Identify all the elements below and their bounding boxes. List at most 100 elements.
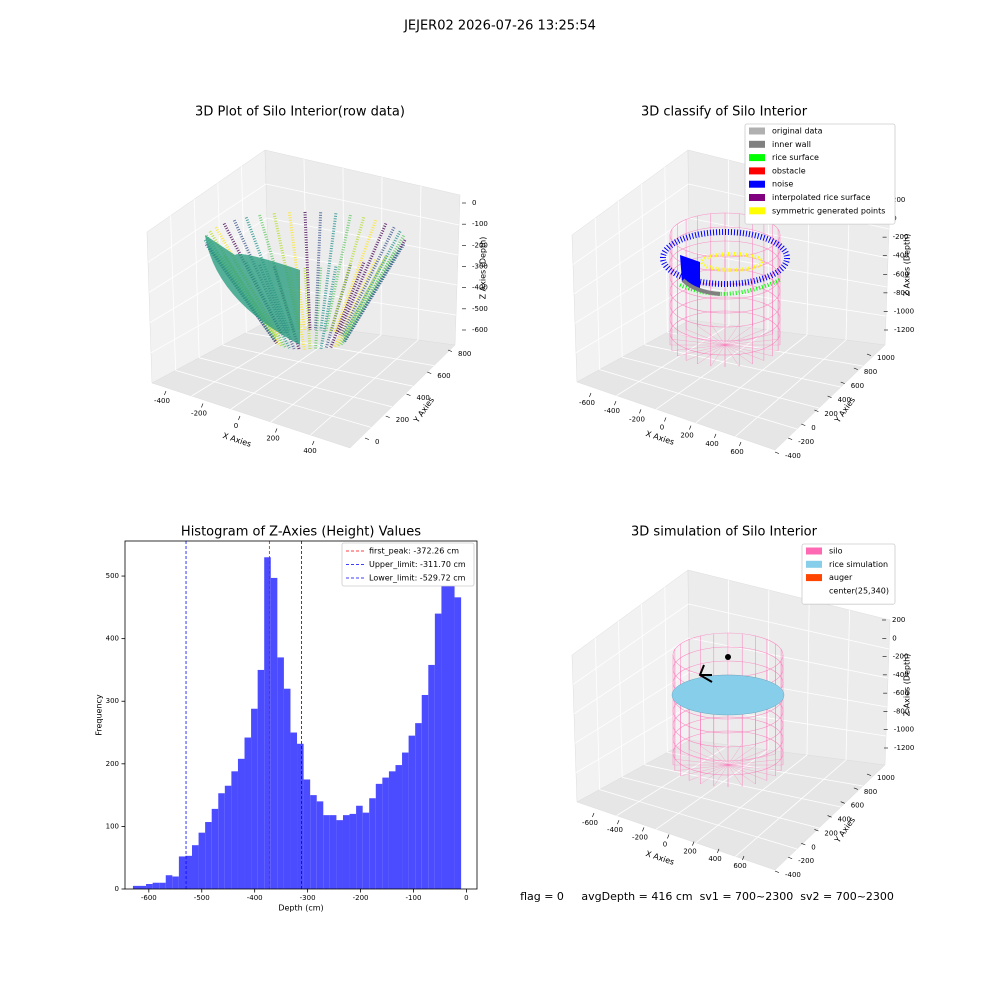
bar	[323, 815, 330, 889]
legend-swatch	[749, 180, 765, 188]
silo-wire	[677, 344, 726, 357]
silo-wire	[710, 344, 726, 367]
silo-wire	[700, 745, 729, 766]
grid-line	[735, 339, 847, 437]
bar	[264, 557, 271, 889]
z-axis-label: Z Axies (Depth)	[479, 237, 488, 300]
bar	[395, 765, 403, 889]
silo-wire	[724, 325, 753, 346]
bar	[178, 856, 186, 889]
grid-line	[664, 166, 668, 333]
axes-frame	[124, 540, 478, 890]
bar	[316, 801, 324, 889]
legend-label: original data	[772, 127, 823, 136]
y-tick-label: 0	[375, 438, 379, 446]
legend-swatch	[806, 587, 822, 595]
y-tick	[801, 423, 806, 426]
z-axis-label: Z Axies (Depth)	[903, 234, 912, 297]
grid-line	[616, 744, 730, 816]
decoration	[146, 149, 891, 871]
silo-wire	[724, 329, 764, 346]
silo-wire	[724, 344, 740, 367]
grid-line	[618, 200, 623, 358]
x-axis-label: X Axies	[645, 849, 676, 867]
grid-line	[664, 586, 668, 753]
x-tick-label: 600	[733, 862, 746, 870]
bar	[303, 779, 311, 889]
bar	[211, 808, 219, 889]
y-tick	[814, 829, 819, 832]
grid-line	[574, 671, 690, 744]
grid-line	[573, 637, 690, 715]
grid-line	[622, 776, 820, 829]
x-tick-label: -200	[632, 833, 648, 841]
bar	[172, 876, 179, 889]
x-tick	[692, 841, 695, 846]
y-tick	[827, 815, 832, 818]
legend-box	[341, 542, 475, 587]
bar	[132, 885, 140, 889]
bar	[428, 664, 435, 889]
bar	[237, 758, 245, 889]
bar	[441, 577, 448, 889]
x-tick-label: 600	[730, 448, 743, 456]
rice	[679, 278, 781, 296]
x-tick	[592, 812, 595, 818]
bar	[434, 613, 442, 889]
y-tick-label: 400	[838, 396, 851, 404]
z-tick-label: -200	[472, 241, 488, 249]
silo-wire	[680, 753, 729, 766]
bar	[369, 798, 376, 889]
x-tick	[614, 401, 617, 406]
point-column	[339, 226, 396, 337]
bar	[375, 783, 383, 889]
z-tick-label: -1200	[894, 326, 914, 334]
z-tick-label: -1200	[894, 744, 914, 752]
z-tick-label: -600	[893, 689, 909, 697]
silo-wire	[724, 344, 773, 357]
point-column	[329, 262, 366, 349]
z-tick-label: -400	[893, 671, 909, 679]
x-tick-label: 0	[663, 841, 667, 849]
silo-ring	[669, 296, 781, 342]
grid-line	[417, 185, 422, 341]
z-tick-label: -400	[893, 252, 909, 260]
y-tick-label: 1000	[877, 774, 895, 782]
legend-swatch	[806, 560, 822, 568]
x-tick-label: -400	[247, 894, 263, 902]
bar	[388, 771, 396, 889]
silo-ring	[672, 716, 784, 762]
grid-line	[599, 789, 798, 850]
bar	[257, 669, 265, 889]
y-tick-label: 0	[811, 424, 815, 432]
silo-wire	[727, 745, 756, 766]
legend-label: rice surface	[772, 153, 819, 162]
silo-ring	[672, 730, 784, 776]
y-tick-label: 200	[106, 760, 119, 768]
y-tick-label: 300	[106, 697, 119, 705]
legend-box	[801, 543, 896, 605]
y-tick-label: 600	[437, 372, 450, 380]
bar	[342, 815, 350, 889]
silo-wire	[686, 329, 726, 346]
x-tick-label: 0	[660, 424, 664, 432]
grid-line	[622, 356, 820, 409]
y-tick-label: 200	[396, 416, 409, 424]
x-axis-label: X Axies	[222, 431, 253, 449]
silo-wire	[727, 759, 782, 766]
chart-title: 3D Plot of Silo Interior(row data)	[195, 105, 405, 120]
silo-wire	[727, 743, 743, 766]
y-tick	[447, 349, 453, 352]
x-tick-label: 400	[705, 440, 718, 448]
bar	[185, 855, 193, 889]
grid-line	[728, 579, 730, 746]
grid-line	[641, 183, 646, 345]
bar	[251, 708, 258, 889]
z-tick-label: -300	[472, 263, 488, 271]
legend-swatch	[749, 207, 765, 215]
x-tick	[642, 827, 645, 832]
grid-line	[266, 217, 459, 256]
grid-line	[806, 599, 810, 756]
silo-wire	[677, 333, 726, 346]
silo-wire	[697, 325, 726, 346]
